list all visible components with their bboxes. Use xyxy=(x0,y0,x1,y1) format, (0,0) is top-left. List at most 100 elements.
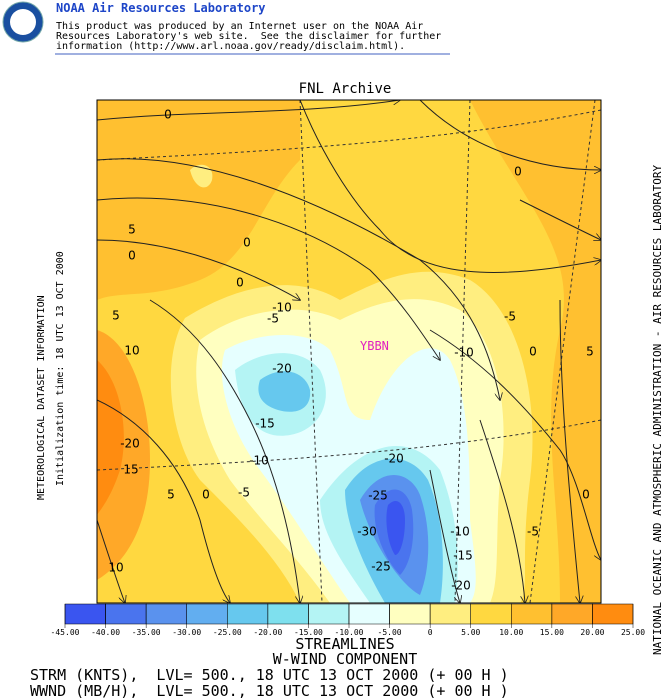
streamline xyxy=(97,197,440,360)
legend-swatch xyxy=(551,603,593,625)
legend-label: 5.00 xyxy=(461,628,480,637)
contour-label: -20 xyxy=(451,579,471,593)
streamline xyxy=(97,158,500,400)
contour-label: -10 xyxy=(272,301,292,315)
contour-label: 5 xyxy=(167,488,175,502)
header-title: NOAA Air Resources Laboratory xyxy=(56,1,266,15)
legend-label: -45.00 xyxy=(51,628,80,637)
contour-label: 5 xyxy=(586,345,594,359)
contour-label: 0 xyxy=(514,165,522,179)
contour-label: 10 xyxy=(108,561,123,575)
contour-label: -15 xyxy=(453,549,473,563)
legend-swatch xyxy=(348,603,390,625)
legend-label: 0 xyxy=(428,628,433,637)
header: NOAA NOAA Air Resources Laboratory This … xyxy=(2,1,450,55)
disclaimer: Resources Laboratory's web site. See the… xyxy=(56,31,441,42)
footer-line: WWND (MB/H), LVL= 500., 18 UTC 13 OCT 20… xyxy=(30,682,509,700)
fill xyxy=(97,360,124,515)
fill xyxy=(386,500,405,555)
parallel xyxy=(97,419,601,471)
legend-label: -20.00 xyxy=(253,628,282,637)
contour-label: -30 xyxy=(357,525,377,539)
contour-label: 0 xyxy=(164,108,172,122)
legend-label: 25.00 xyxy=(621,628,645,637)
contour-label: -10 xyxy=(450,525,470,539)
legend-label: 15.00 xyxy=(540,628,564,637)
contour-label: -20 xyxy=(272,362,292,376)
legend-swatch xyxy=(389,603,431,625)
legend-label: -40.00 xyxy=(91,628,120,637)
logo-inner xyxy=(10,9,36,35)
legend-swatch xyxy=(105,603,147,625)
legend-swatch xyxy=(64,603,106,625)
legend-swatch xyxy=(227,603,269,625)
streamline xyxy=(97,519,125,603)
map-title: FNL Archive xyxy=(299,81,392,97)
contour-label: -15 xyxy=(255,417,275,431)
contour-label: -5 xyxy=(504,310,516,324)
footer-line: STRM (KNTS), LVL= 500., 18 UTC 13 OCT 20… xyxy=(30,666,509,684)
streamline xyxy=(299,100,601,273)
legend-label: 20.00 xyxy=(580,628,604,637)
legend-swatch xyxy=(186,603,228,625)
logo-text: NOAA xyxy=(16,20,31,27)
station-label: YBBN xyxy=(360,339,389,353)
contour-label: -25 xyxy=(371,560,391,574)
legend-label: 10.00 xyxy=(499,628,523,637)
streamline xyxy=(519,199,601,240)
side-label: Initialization time: 18 UTC 13 OCT 2000 xyxy=(55,251,66,486)
legend-label: -5.00 xyxy=(378,628,402,637)
footer-line: STREAMLINES xyxy=(295,635,394,653)
legend-label: -30.00 xyxy=(172,628,201,637)
streamlines xyxy=(97,100,601,603)
legend-label: -15.00 xyxy=(294,628,323,637)
contour-label: 15 xyxy=(123,463,138,477)
contour-label: 0 xyxy=(243,236,251,250)
contour-label: -20 xyxy=(384,452,404,466)
footer-line: W-WIND COMPONENT xyxy=(273,650,418,668)
legend-swatch xyxy=(470,603,512,625)
fill xyxy=(190,164,213,188)
contour-label: -5 xyxy=(527,525,539,539)
side-label: METEOROLOGICAL DATASET INFORMATION xyxy=(36,295,47,500)
streamline xyxy=(149,299,300,603)
legend-label: -10.00 xyxy=(335,628,364,637)
legend-swatch xyxy=(429,603,471,625)
disclaimer: information (http://www.arl.noaa.gov/rea… xyxy=(56,41,405,52)
contour-label: 0 xyxy=(582,488,590,502)
contour-label: -10 xyxy=(454,346,474,360)
grid xyxy=(97,100,601,603)
field xyxy=(97,100,601,603)
legend-swatch xyxy=(267,603,309,625)
contour-label: 0 xyxy=(236,276,244,290)
streamline xyxy=(97,100,400,121)
streamline xyxy=(97,399,230,603)
contour-label: -25 xyxy=(368,489,388,503)
contour-label: -5 xyxy=(267,312,279,326)
contour-label: 0 xyxy=(128,249,136,263)
legend-label: -35.00 xyxy=(132,628,161,637)
side-label: NATIONAL OCEANIC AND ATMOSPHERIC ADMINIS… xyxy=(651,165,663,655)
streamline xyxy=(559,299,580,603)
contour-label: 5 xyxy=(112,309,120,323)
legend-swatch xyxy=(308,603,350,625)
contour-label: 0 xyxy=(202,488,210,502)
legend-swatch xyxy=(511,603,553,625)
disclaimer: This product was produced by an Internet… xyxy=(56,21,423,32)
fill xyxy=(97,100,300,300)
contour-label: -20 xyxy=(120,437,140,451)
streamline xyxy=(429,329,601,560)
legend: -45.00 -40.00 -35.00 -30.00 -25.00 -20.00 -15.… xyxy=(51,603,645,637)
contour-label: -5 xyxy=(238,486,250,500)
legend-label: -25.00 xyxy=(213,628,242,637)
parallel xyxy=(97,109,601,161)
contour-label: 5 xyxy=(128,223,136,237)
streamline xyxy=(429,469,460,603)
streamline xyxy=(479,419,525,603)
streamline xyxy=(419,100,601,170)
streamline xyxy=(97,239,300,300)
meridian xyxy=(529,100,596,603)
map-frame xyxy=(96,99,602,604)
legend-swatch xyxy=(592,603,634,625)
